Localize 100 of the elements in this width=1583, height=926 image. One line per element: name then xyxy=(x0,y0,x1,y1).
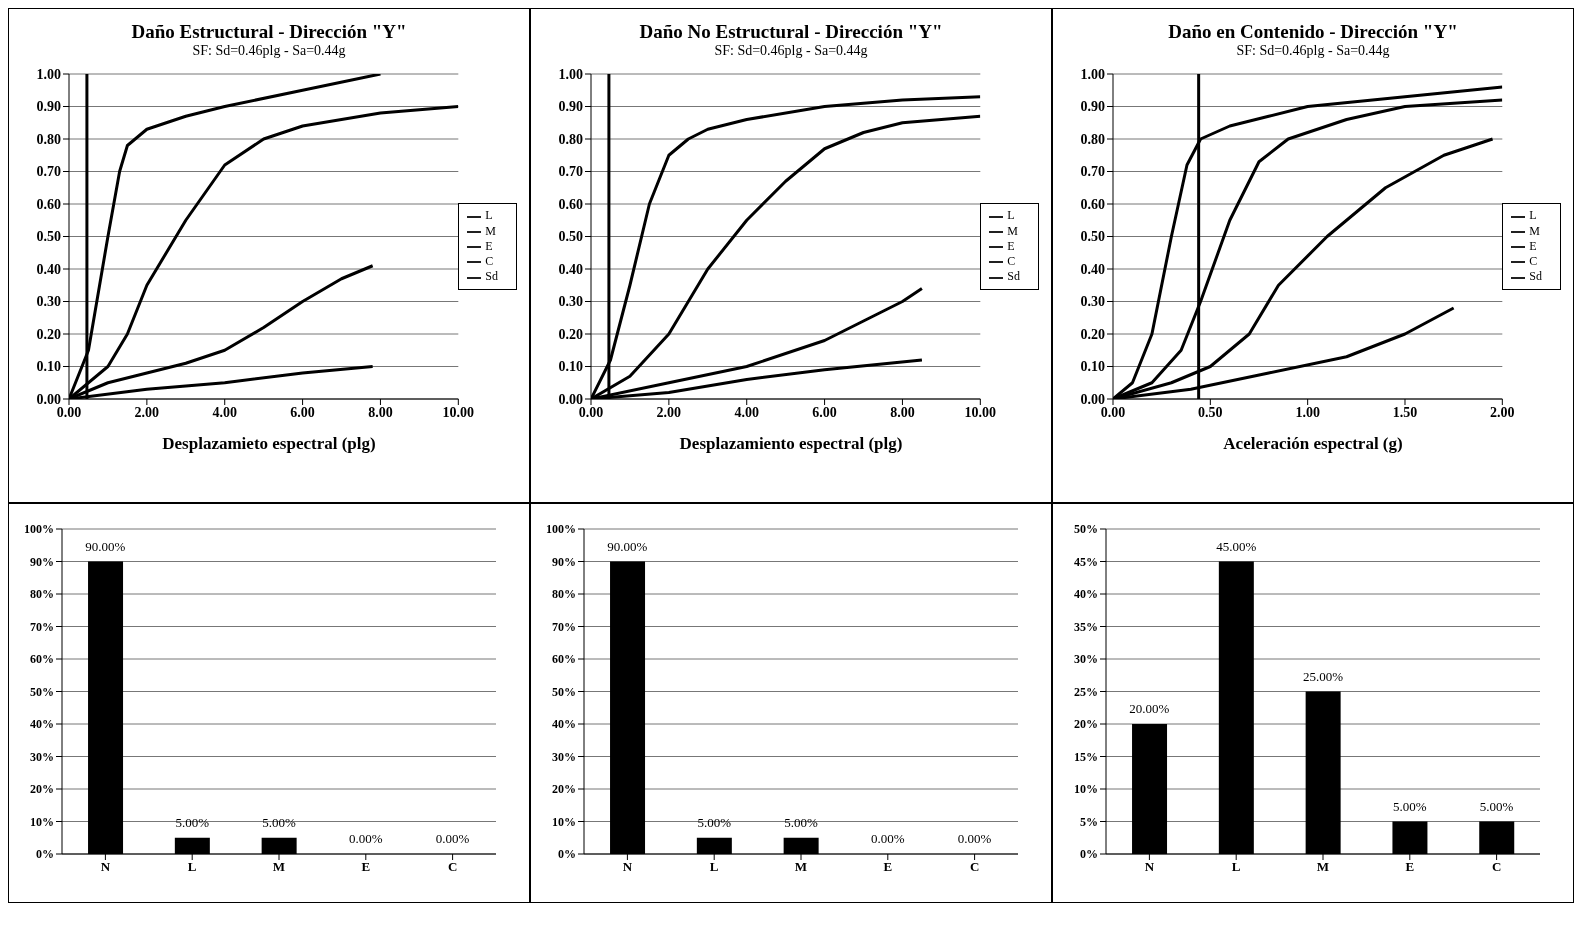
data-label: 5.00% xyxy=(1479,798,1514,814)
y-tick-label: 0.60 xyxy=(558,196,583,212)
y-tick-label: 40% xyxy=(552,717,576,732)
x-tick-label: L xyxy=(709,859,719,875)
y-tick-label: 0.70 xyxy=(36,164,61,180)
legend-label: L xyxy=(485,208,493,223)
x-tick-label: 0.00 xyxy=(578,404,604,420)
y-tick-label: 0.90 xyxy=(1080,99,1105,115)
y-tick-label: 0.10 xyxy=(1080,359,1105,375)
y-tick-label: 20% xyxy=(30,782,54,797)
y-tick-label: 0.40 xyxy=(558,261,583,277)
y-tick-label: 25% xyxy=(1074,684,1098,699)
x-tick-label: 10.00 xyxy=(442,404,475,420)
data-label: 0.00% xyxy=(871,831,905,847)
x-tick-label: 0.50 xyxy=(1198,404,1223,420)
data-label: 0.00% xyxy=(349,831,383,847)
y-tick-label: 10% xyxy=(30,814,54,829)
x-tick-label: E xyxy=(1405,859,1415,875)
data-label: 90.00% xyxy=(85,538,126,554)
y-tick-label: 0% xyxy=(558,847,576,862)
legend-label: E xyxy=(1007,238,1015,253)
data-label: 5.00% xyxy=(175,815,210,831)
y-tick-label: 0.40 xyxy=(1080,261,1105,277)
data-label: 25.00% xyxy=(1302,668,1344,684)
y-tick-label: 80% xyxy=(552,587,576,602)
y-tick-label: 70% xyxy=(552,619,576,634)
x-tick-label: N xyxy=(622,859,633,875)
data-label: 90.00% xyxy=(607,538,648,554)
chart-title: Daño No Estructural - Dirección "Y" xyxy=(638,21,944,43)
y-tick-label: 0.90 xyxy=(36,99,61,115)
y-tick-label: 1.00 xyxy=(558,66,583,82)
legend-label: L xyxy=(1529,208,1537,223)
y-tick-label: 10% xyxy=(552,814,576,829)
y-tick-label: 0.50 xyxy=(1080,229,1105,245)
y-tick-label: 0.20 xyxy=(1080,326,1105,342)
y-tick-label: 60% xyxy=(30,652,54,667)
y-tick-label: 0.00 xyxy=(36,391,61,407)
y-tick-label: 0.80 xyxy=(1080,131,1105,147)
y-tick-label: 100% xyxy=(546,522,576,537)
data-label: 5.00% xyxy=(784,815,818,831)
data-label: 20.00% xyxy=(1129,701,1170,717)
y-tick-label: 0.00 xyxy=(1080,391,1105,407)
y-tick-label: 10% xyxy=(1074,782,1098,797)
x-tick-label: E xyxy=(883,859,893,875)
data-label: 5.00% xyxy=(697,815,732,831)
y-tick-label: 0.30 xyxy=(36,294,61,310)
x-tick-label: E xyxy=(361,859,371,875)
x-tick-label: 2.00 xyxy=(656,404,682,420)
y-tick-label: 0.20 xyxy=(558,326,583,342)
y-tick-label: 90% xyxy=(552,554,576,569)
legend-label: L xyxy=(1007,208,1015,223)
x-tick-label: 4.00 xyxy=(212,404,237,420)
y-tick-label: 80% xyxy=(30,587,54,602)
y-tick-label: 50% xyxy=(30,684,54,699)
legend-label: Sd xyxy=(1007,269,1020,284)
data-label: 5.00% xyxy=(1393,798,1427,814)
legend-label: C xyxy=(485,254,494,269)
legend-label: E xyxy=(1529,238,1537,253)
y-tick-label: 40% xyxy=(30,717,54,732)
y-tick-label: 50% xyxy=(552,684,576,699)
x-axis-title: Desplazamiento espectral (plg) xyxy=(678,434,904,454)
x-tick-label: 2.00 xyxy=(134,404,160,420)
y-tick-label: 0% xyxy=(1080,847,1098,862)
y-tick-label: 60% xyxy=(552,652,576,667)
data-label: 0.00% xyxy=(957,831,992,847)
legend-label: C xyxy=(1529,254,1538,269)
legend-label: C xyxy=(1007,254,1016,269)
y-tick-label: 5% xyxy=(1080,814,1098,829)
y-tick-label: 20% xyxy=(1074,717,1098,732)
x-tick-label: 0.00 xyxy=(56,404,82,420)
y-tick-label: 90% xyxy=(30,554,54,569)
x-tick-label: 10.00 xyxy=(964,404,997,420)
y-tick-label: 0.90 xyxy=(558,99,583,115)
y-tick-label: 0.40 xyxy=(36,261,61,277)
x-tick-label: 6.00 xyxy=(812,404,837,420)
data-label: 45.00% xyxy=(1216,538,1257,554)
y-tick-label: 0.30 xyxy=(1080,294,1105,310)
x-tick-label: M xyxy=(794,859,808,875)
y-tick-label: 0.50 xyxy=(558,229,583,245)
data-label: 0.00% xyxy=(435,831,470,847)
y-tick-label: 0.70 xyxy=(558,164,583,180)
y-tick-label: 35% xyxy=(1074,619,1098,634)
legend-label: E xyxy=(485,238,493,253)
chart-subtitle: SF: Sd=0.46plg - Sa=0.44g xyxy=(713,43,869,59)
legend-label: M xyxy=(1007,223,1018,238)
x-tick-label: C xyxy=(447,859,458,875)
y-tick-label: 20% xyxy=(552,782,576,797)
legend-label: Sd xyxy=(1529,269,1542,284)
chart-title: Daño en Contenido - Dirección "Y" xyxy=(1167,21,1459,43)
x-tick-label: N xyxy=(100,859,111,875)
y-tick-label: 0% xyxy=(36,847,54,862)
y-tick-label: 0.10 xyxy=(36,359,61,375)
y-tick-label: 15% xyxy=(1074,749,1098,764)
y-tick-label: 0.00 xyxy=(558,391,583,407)
y-tick-label: 45% xyxy=(1074,554,1098,569)
legend-label: M xyxy=(1529,223,1540,238)
x-tick-label: M xyxy=(272,859,286,875)
chart-subtitle: SF: Sd=0.46plg - Sa=0.44g xyxy=(1235,43,1391,59)
y-tick-label: 0.30 xyxy=(558,294,583,310)
y-tick-label: 30% xyxy=(1074,652,1098,667)
